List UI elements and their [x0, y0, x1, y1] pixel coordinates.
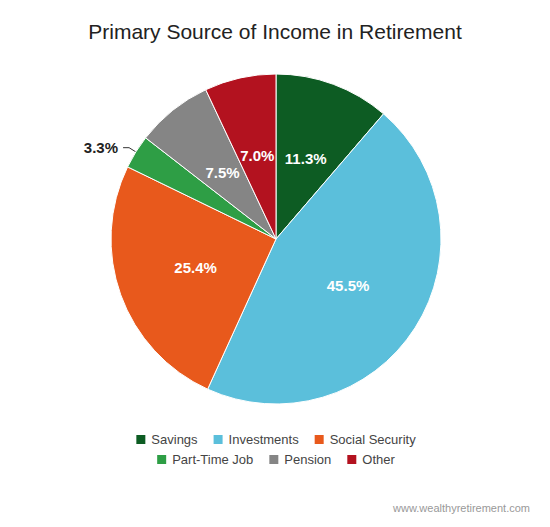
svg-text:Other: Other [362, 452, 395, 467]
svg-text:7.5%: 7.5% [205, 164, 239, 181]
svg-text:www.wealthyretirement.com: www.wealthyretirement.com [392, 502, 530, 514]
svg-text:Primary Source of Income in Re: Primary Source of Income in Retirement [88, 20, 462, 43]
svg-text:7.0%: 7.0% [240, 147, 274, 164]
svg-text:25.4%: 25.4% [174, 259, 217, 276]
svg-text:Part-Time Job: Part-Time Job [172, 452, 253, 467]
svg-text:45.5%: 45.5% [327, 277, 370, 294]
svg-text:3.3%: 3.3% [84, 139, 118, 156]
svg-text:11.3%: 11.3% [285, 150, 327, 167]
svg-text:Pension: Pension [284, 452, 331, 467]
svg-text:Savings: Savings [151, 432, 198, 447]
svg-text:Social Security: Social Security [330, 432, 416, 447]
svg-text:Investments: Investments [229, 432, 300, 447]
